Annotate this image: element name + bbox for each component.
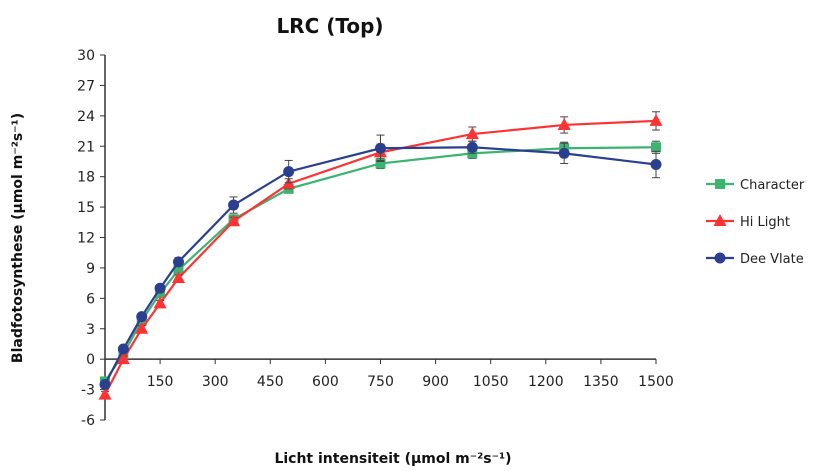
y-tick-label: 24 <box>77 109 95 125</box>
data-point <box>153 296 167 309</box>
data-point <box>649 113 663 126</box>
data-point <box>228 199 240 211</box>
data-point <box>99 379 111 391</box>
x-tick-label: 450 <box>257 374 284 390</box>
series-line <box>104 146 657 386</box>
y-tick-label: 12 <box>77 231 95 247</box>
y-tick-label: 18 <box>77 170 95 186</box>
data-point <box>557 117 571 130</box>
data-point <box>171 271 185 284</box>
x-tick-labels: 150 300 450 600 750 900 1050 1200 1350 1500 <box>147 359 674 390</box>
legend-item: Character <box>706 178 805 193</box>
y-tick-labels: -6 -3 0 3 6 9 12 15 18 21 24 27 30 <box>77 48 105 429</box>
y-tick-label: 30 <box>77 48 95 64</box>
data-point <box>116 352 130 365</box>
x-tick-label: 1500 <box>638 374 674 390</box>
data-point <box>375 158 386 169</box>
data-point <box>135 321 149 334</box>
x-tick-label: 150 <box>147 374 174 390</box>
legend-marker <box>713 214 727 226</box>
y-tick-label: 3 <box>86 322 95 338</box>
x-tick-label: 900 <box>422 374 449 390</box>
x-tick-label: 1050 <box>473 374 509 390</box>
legend-label: Character <box>740 178 805 193</box>
y-tick-label: 9 <box>86 261 95 277</box>
data-point <box>154 282 166 294</box>
data-point <box>173 264 184 275</box>
legend-item: Hi Light <box>706 214 790 230</box>
y-tick-label: 6 <box>86 291 95 307</box>
data-point <box>136 311 148 323</box>
y-tick-label: 21 <box>77 139 95 155</box>
data-point <box>227 214 241 227</box>
data-point <box>375 142 386 154</box>
data-point <box>283 166 295 178</box>
y-tick-label: 0 <box>86 352 95 368</box>
x-tick-label: 1200 <box>528 374 564 390</box>
legend-marker <box>715 179 725 189</box>
data-point <box>172 256 184 268</box>
series-2 <box>99 134 662 391</box>
data-point <box>650 159 662 170</box>
legend-marker <box>714 252 726 264</box>
legend-label: Dee Vlate <box>740 252 804 267</box>
data-point <box>117 343 129 355</box>
series-line <box>104 146 657 383</box>
y-tick-label: 27 <box>77 78 95 94</box>
data-point <box>651 142 661 153</box>
plot-area <box>98 111 663 400</box>
series-0 <box>100 140 661 387</box>
y-tick-label: -3 <box>81 383 95 399</box>
x-tick-label: 300 <box>202 374 229 390</box>
x-tick-label: 1350 <box>583 374 619 390</box>
chart-title: LRC (Top) <box>276 14 383 38</box>
x-tick-label: 600 <box>312 374 339 390</box>
legend-label: Hi Light <box>740 215 790 230</box>
x-axis-label: Licht intensiteit (µmol m⁻²s⁻¹) <box>274 451 511 467</box>
legend: Character Hi Light Dee Vlate <box>706 178 805 267</box>
legend-item: Dee Vlate <box>706 252 804 267</box>
axes <box>104 55 656 420</box>
data-point <box>98 387 112 400</box>
y-tick-label: -6 <box>81 413 95 429</box>
data-point <box>558 147 570 159</box>
data-point <box>465 127 479 140</box>
x-tick-label: 750 <box>367 374 394 390</box>
data-point <box>466 141 478 153</box>
y-tick-label: 15 <box>77 200 95 216</box>
y-axis-label: Bladfotosynthese (µmol m⁻²s⁻¹) <box>10 113 26 363</box>
